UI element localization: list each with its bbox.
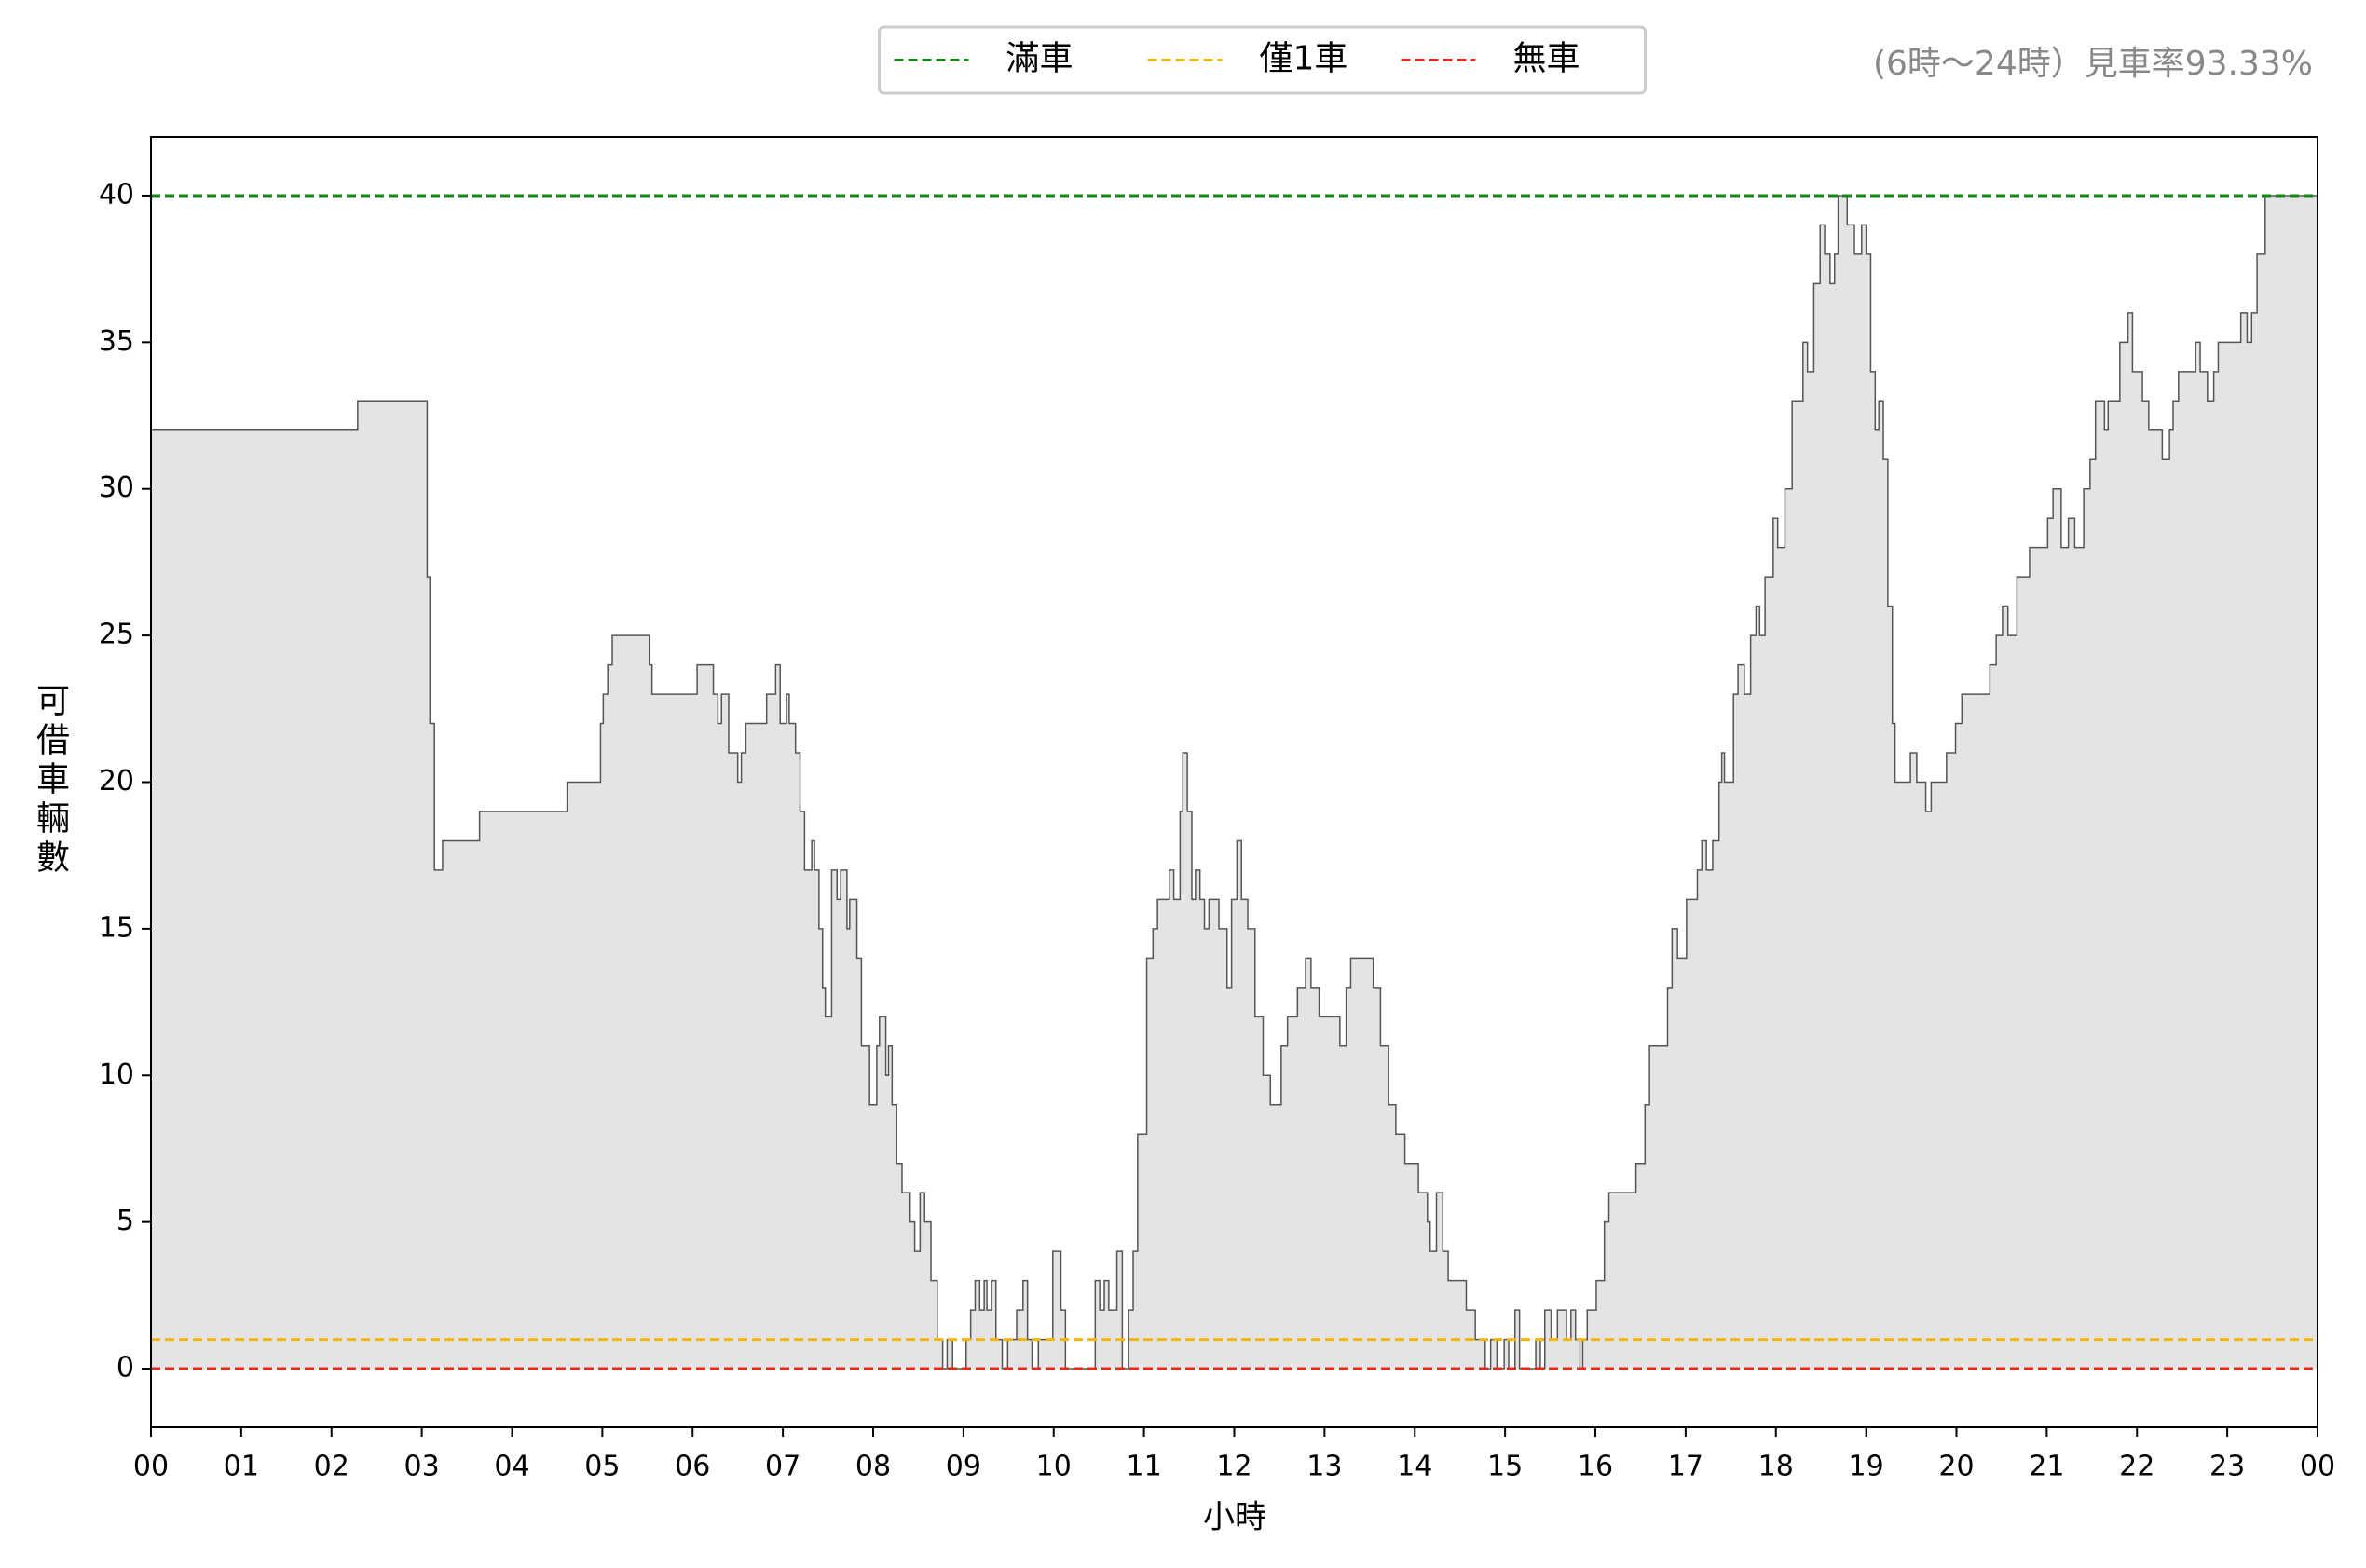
x-tick-label: 00	[2300, 1451, 2335, 1483]
y-tick-label: 40	[99, 178, 134, 211]
y-axis-label: 可借車輛數	[31, 683, 70, 879]
area	[151, 195, 2318, 1370]
y-tick-label: 25	[99, 619, 134, 651]
x-tick-label: 10	[1036, 1451, 1072, 1483]
x-tick-label: 20	[1938, 1451, 1974, 1483]
y-tick-label: 10	[99, 1058, 134, 1091]
x-tick-label: 23	[2209, 1451, 2245, 1483]
legend-label: 無車	[1513, 40, 1580, 78]
x-tick-label: 07	[765, 1451, 800, 1483]
x-tick-label: 17	[1668, 1451, 1703, 1483]
x-tick-label: 03	[404, 1451, 440, 1483]
x-tick-label: 09	[946, 1451, 981, 1483]
y-tick-label: 20	[99, 765, 134, 798]
y-tick-label: 35	[99, 325, 134, 358]
x-tick-label: 16	[1578, 1451, 1613, 1483]
annotation: (6時～24時）見車率93.33%	[1873, 45, 2313, 83]
legend-label: 僅1車	[1260, 40, 1348, 78]
x-tick-label: 02	[314, 1451, 349, 1483]
x-tick-label: 05	[584, 1451, 620, 1483]
y-tick-label: 0	[116, 1352, 134, 1384]
x-tick-label: 12	[1216, 1451, 1251, 1483]
x-tick-label: 00	[133, 1451, 169, 1483]
x-axis-label: 小時	[1203, 1499, 1266, 1536]
y-tick-label: 15	[99, 911, 134, 944]
x-tick-label: 21	[2029, 1451, 2064, 1483]
legend-box	[878, 25, 1647, 95]
x-tick-label: 01	[224, 1451, 259, 1483]
x-tick-label: 15	[1487, 1451, 1523, 1483]
y-tick-label: 30	[99, 471, 134, 504]
x-tick-label: 06	[675, 1451, 710, 1483]
y-tick-label: 5	[116, 1205, 134, 1237]
x-tick-label: 13	[1306, 1451, 1342, 1483]
x-tick-label: 08	[855, 1451, 891, 1483]
x-tick-label: 14	[1397, 1451, 1432, 1483]
x-tick-label: 19	[1849, 1451, 1884, 1483]
x-tick-label: 04	[494, 1451, 529, 1483]
x-tick-label: 11	[1127, 1451, 1162, 1483]
x-tick-label: 22	[2119, 1451, 2154, 1483]
legend-label: 滿車	[1006, 40, 1074, 78]
x-tick-label: 18	[1758, 1451, 1794, 1483]
line	[151, 195, 2318, 1370]
